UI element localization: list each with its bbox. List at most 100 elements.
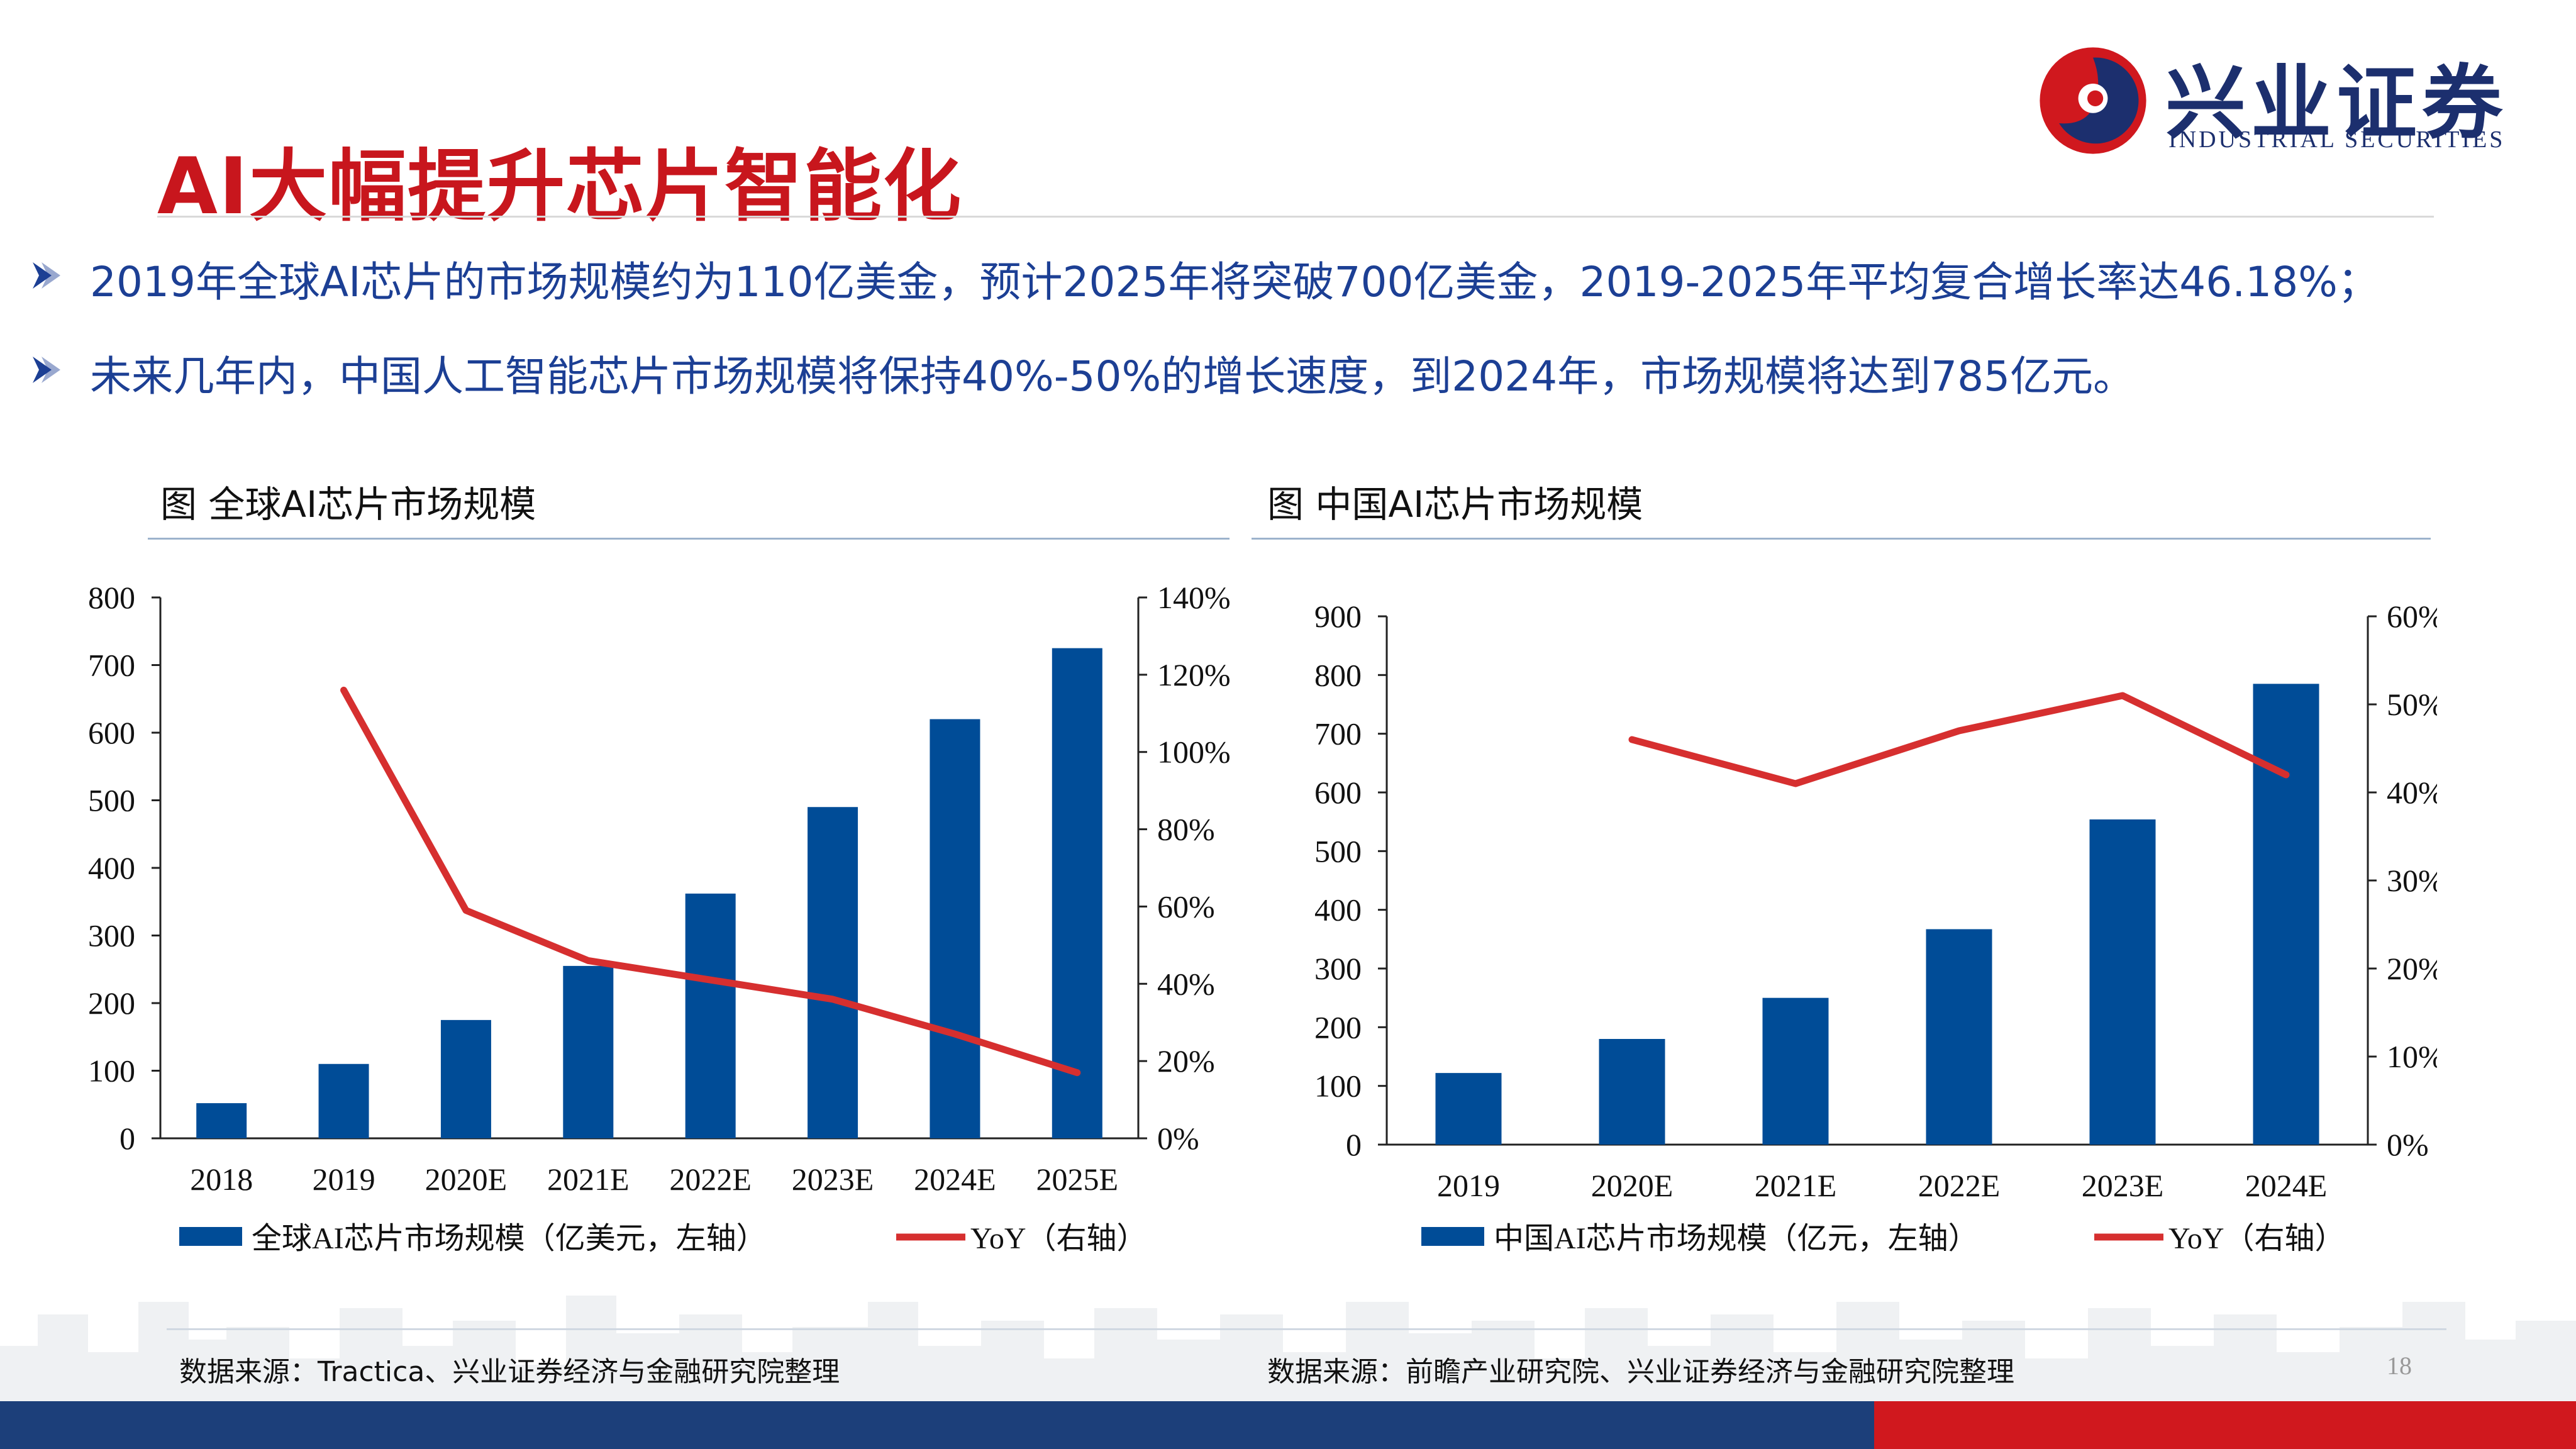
left-axis-tick-label: 700	[88, 648, 135, 683]
x-axis-tick-label: 2024E	[914, 1162, 996, 1197]
left-axis-tick-label: 0	[119, 1121, 135, 1156]
yoy-point	[1631, 739, 1633, 740]
yoy-point	[1958, 730, 1960, 731]
yoy-point	[709, 979, 711, 981]
yoy-point	[832, 998, 834, 1000]
china-ai-chip-chart: 0 100 200 300 400 500 600 700 800 900 0% 10% 20% 30% 4…	[1314, 599, 2437, 1255]
yoy-point	[2285, 774, 2287, 775]
bar-2018	[196, 1103, 247, 1138]
figure-title-divider-china	[1252, 538, 2431, 540]
x-axis-tick-label: 2020E	[1591, 1168, 1674, 1203]
title-divider	[157, 216, 2434, 218]
legend-bar-label: 中国AI芯片市场规模（亿元，左轴）	[1494, 1222, 1979, 1255]
figure-title-china: 图 中国AI芯片市场规模	[1267, 483, 1643, 526]
right-axis-tick-label: 80%	[1157, 812, 1215, 847]
left-axis-tick-label: 100	[1314, 1069, 1362, 1104]
figure-title-divider-global	[148, 538, 1230, 540]
left-axis-tick-label: 700	[1314, 716, 1362, 752]
bar-2024E	[930, 719, 980, 1138]
yoy-point	[2122, 695, 2123, 696]
left-axis-tick-label: 600	[88, 715, 135, 750]
skyline-decoration	[0, 1296, 2576, 1402]
yoy-point	[343, 689, 345, 691]
left-axis-tick-label: 300	[1314, 951, 1362, 986]
legend-bar-label: 全球AI芯片市场规模（亿美元，左轴）	[252, 1222, 767, 1255]
x-axis-tick-label: 2019	[313, 1162, 375, 1197]
bar-2022E	[685, 893, 736, 1138]
left-axis-tick-label: 500	[88, 783, 135, 818]
left-axis-tick-label: 200	[88, 985, 135, 1021]
right-axis-tick-label: 100%	[1157, 735, 1231, 770]
bar-2021E	[1762, 997, 1829, 1145]
footer-band-blue	[0, 1401, 1874, 1449]
right-axis-tick-label: 0%	[2387, 1127, 2429, 1162]
bar-2020E	[440, 1019, 491, 1138]
yoy-point	[1795, 783, 1796, 784]
x-axis-tick-label: 2022E	[1918, 1168, 2001, 1203]
figure-title-global: 图 全球AI芯片市场规模	[160, 483, 536, 526]
left-axis-tick-label: 400	[1314, 892, 1362, 928]
x-axis-tick-label: 2023E	[792, 1162, 874, 1197]
bar-2023E	[2089, 819, 2156, 1145]
bullet-text-2: 未来几年内，中国人工智能芯片市场规模将保持40%-50%的增长速度，到2024年…	[90, 352, 2135, 401]
bar-2019	[1435, 1073, 1502, 1145]
left-axis-tick-label: 800	[88, 580, 135, 615]
company-logo: 兴业证券 INDUSTRIAL SECURITIES	[2036, 38, 2540, 164]
left-axis-tick-label: 600	[1314, 775, 1362, 810]
footer-divider	[167, 1328, 2446, 1330]
yoy-point	[465, 909, 467, 911]
x-axis-tick-label: 2019	[1437, 1168, 1500, 1203]
x-axis-tick-label: 2022E	[669, 1162, 752, 1197]
right-axis-tick-label: 120%	[1157, 657, 1231, 692]
legend-bar-swatch	[1421, 1227, 1484, 1246]
x-axis-tick-label: 2018	[190, 1162, 253, 1197]
logo-name-cn: 兴业证券	[2165, 56, 2508, 150]
right-axis-tick-label: 0%	[1157, 1121, 1199, 1156]
right-axis-tick-label: 20%	[2387, 951, 2437, 986]
right-axis-tick-label: 40%	[1157, 966, 1215, 1001]
logo-mark-icon	[2040, 47, 2146, 154]
slide-title: AI大幅提升芯片智能化	[157, 142, 963, 232]
right-axis-tick-label: 40%	[2387, 775, 2437, 810]
bar-2024E	[2253, 684, 2319, 1145]
legend-line-label: YoY（右轴）	[2168, 1222, 2345, 1255]
logo-name-en: INDUSTRIAL SECURITIES	[2168, 126, 2506, 153]
right-axis-tick-label: 10%	[2387, 1039, 2437, 1074]
yoy-line	[1628, 692, 2290, 787]
right-axis-tick-label: 50%	[2387, 687, 2437, 722]
source-note-china: 数据来源：前瞻产业研究院、兴业证券经济与金融研究院整理	[1267, 1356, 2014, 1388]
source-note-global: 数据来源：Tractica、兴业证券经济与金融研究院整理	[179, 1356, 840, 1388]
bar-2023E	[808, 807, 858, 1138]
left-axis-tick-label: 100	[88, 1053, 135, 1089]
yoy-point	[1076, 1072, 1078, 1074]
bar-2021E	[563, 965, 614, 1138]
legend-line-label: YoY（右轴）	[970, 1222, 1147, 1255]
left-axis-tick-label: 400	[88, 850, 135, 886]
right-axis-tick-label: 30%	[2387, 863, 2437, 898]
x-axis-tick-label: 2021E	[1755, 1168, 1837, 1203]
left-axis-tick-label: 800	[1314, 657, 1362, 692]
right-axis-tick-label: 140%	[1157, 580, 1231, 615]
chevron-right-icon	[33, 357, 60, 383]
bar-2020E	[1599, 1039, 1665, 1145]
bar-2025E	[1052, 648, 1102, 1138]
left-axis-tick-label: 500	[1314, 833, 1362, 869]
x-axis-tick-label: 2020E	[425, 1162, 508, 1197]
right-axis-tick-label: 20%	[1157, 1043, 1215, 1079]
x-axis-tick-label: 2023E	[2082, 1168, 2164, 1203]
yoy-point	[954, 1033, 956, 1035]
bar-2022E	[1926, 929, 1992, 1145]
left-axis-tick-label: 300	[88, 918, 135, 953]
right-axis-tick-label: 60%	[2387, 599, 2437, 634]
left-axis-tick-label: 0	[1346, 1127, 1362, 1162]
x-axis-tick-label: 2025E	[1036, 1162, 1119, 1197]
global-ai-chip-chart: 0 100 200 300 400 500 600 700 800 0% 20% 40% 60% 80% 1…	[88, 580, 1231, 1255]
right-axis-tick-label: 60%	[1157, 889, 1215, 924]
footer-band-red	[1874, 1401, 2576, 1449]
legend-bar-swatch	[179, 1227, 242, 1246]
yoy-point	[587, 960, 589, 962]
x-axis-tick-label: 2024E	[2245, 1168, 2328, 1203]
x-axis-tick-label: 2021E	[547, 1162, 630, 1197]
bar-2019	[318, 1063, 369, 1138]
page-number: 18	[2387, 1352, 2412, 1380]
